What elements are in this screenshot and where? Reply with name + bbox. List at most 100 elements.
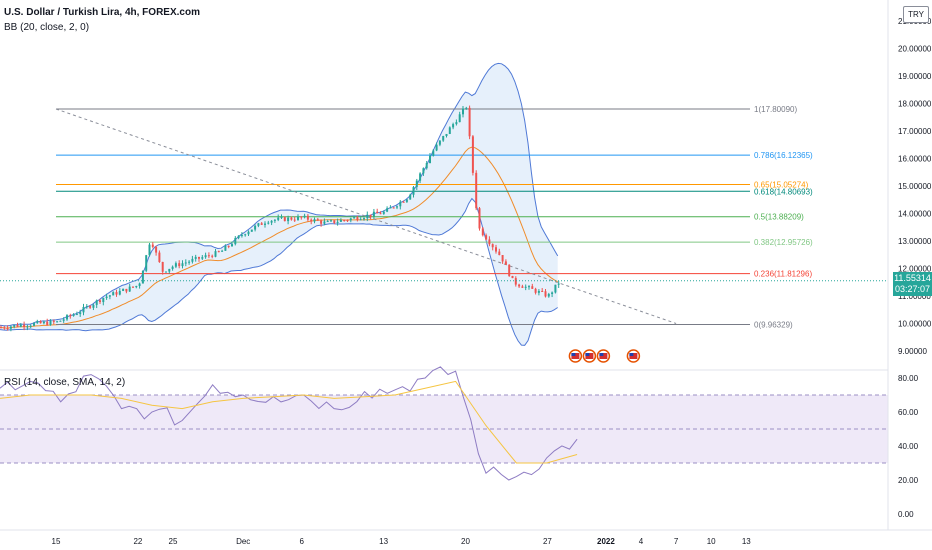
- candle-body: [99, 300, 101, 303]
- candle-body: [528, 286, 530, 288]
- candle-body: [277, 217, 280, 220]
- candle-body: [26, 326, 29, 328]
- candle-body: [452, 124, 455, 128]
- candle-body: [353, 217, 356, 219]
- candle-body: [544, 291, 547, 297]
- time-axis-tick: 7: [674, 537, 679, 546]
- candle-body: [409, 194, 412, 200]
- trend-line-segment: [55, 108, 677, 324]
- candle-body: [122, 288, 125, 291]
- candle-body: [132, 286, 134, 288]
- fib-level-label: 0(9.96329): [754, 321, 793, 330]
- candle-body: [326, 221, 329, 223]
- candle-body: [13, 325, 16, 327]
- rsi-line: [0, 366, 578, 481]
- candle-body: [79, 312, 82, 315]
- candle-body: [118, 290, 121, 295]
- candle-body: [46, 321, 49, 325]
- rsi-axis-tick: 60.00: [898, 408, 919, 417]
- candle-body: [105, 296, 108, 298]
- candle-body: [151, 244, 154, 247]
- candle-body: [508, 264, 511, 276]
- bb-indicator-label[interactable]: BB (20, close, 2, 0): [4, 22, 90, 33]
- candle-body: [244, 234, 247, 236]
- candle-body: [287, 217, 290, 222]
- candle-body: [396, 206, 398, 208]
- candle-body: [66, 315, 68, 320]
- candle-body: [171, 266, 174, 269]
- us-flag-event-icon: [582, 349, 597, 363]
- time-axis-tick: 25: [169, 537, 178, 546]
- candle-body: [36, 321, 39, 324]
- candle-body: [264, 223, 266, 225]
- candle-body: [62, 319, 65, 321]
- candle-body: [92, 304, 95, 308]
- candle-body: [534, 288, 537, 293]
- candle-body: [336, 221, 339, 223]
- candle-body: [267, 222, 270, 224]
- candle-body: [521, 286, 524, 288]
- candle-body: [310, 219, 313, 222]
- candle-body: [422, 168, 425, 174]
- time-axis-tick: 10: [707, 537, 716, 546]
- candle-body: [224, 245, 227, 251]
- candle-body: [89, 306, 92, 308]
- candle-body: [191, 258, 194, 262]
- candle-body: [356, 217, 359, 220]
- us-flag-event-icon: [596, 349, 611, 363]
- flag-canton: [571, 353, 576, 356]
- candle-body: [188, 261, 191, 263]
- candle-body: [514, 278, 517, 285]
- candle-body: [254, 225, 257, 230]
- candle-body: [551, 292, 554, 295]
- candle-body: [366, 214, 369, 219]
- candle-body: [435, 144, 438, 151]
- candle-body: [346, 220, 349, 222]
- candle-body: [260, 223, 263, 225]
- price-axis-tick: 15.00000: [898, 182, 932, 191]
- price-axis-tick: 12.00000: [898, 265, 932, 274]
- candle-body: [369, 214, 372, 217]
- fib-level-label: 0.618(14.80693): [754, 187, 813, 196]
- candle-body: [250, 229, 253, 232]
- bb-fill: [0, 63, 558, 346]
- candle-body: [95, 300, 98, 305]
- bb-basis: [0, 146, 558, 329]
- candle-body: [339, 219, 342, 222]
- candle-body: [234, 238, 237, 245]
- candle-body: [184, 262, 187, 264]
- time-axis-tick: 20: [461, 537, 470, 546]
- fib-level-label: 0.65(15.05274): [754, 181, 809, 190]
- price-axis-tick: 10.00000: [898, 320, 932, 329]
- currency-button[interactable]: TRY: [903, 6, 929, 23]
- fib-level-label: 1(17.80090): [754, 105, 797, 114]
- rsi-indicator-label[interactable]: RSI (14, close, SMA, 14, 2): [4, 377, 126, 388]
- candle-body: [194, 256, 197, 259]
- candle-body: [0, 327, 2, 329]
- candle-body: [23, 324, 26, 327]
- candle-body: [204, 255, 207, 258]
- candle-body: [42, 321, 45, 324]
- candle-body: [102, 297, 105, 303]
- candle-body: [198, 256, 200, 259]
- time-axis-tick: 13: [742, 537, 751, 546]
- candle-body: [290, 217, 293, 220]
- candle-body: [19, 324, 22, 327]
- candle-body: [415, 180, 418, 188]
- candle-body: [247, 231, 250, 235]
- candle-body: [547, 294, 550, 297]
- us-flag-event-icon: [626, 349, 641, 363]
- candle-body: [524, 286, 527, 288]
- candle-body: [201, 257, 204, 259]
- fibonacci-retracement: 1(17.80090) 0.786(16.12365) 0.65(15.05274)…: [56, 105, 813, 330]
- candle-body: [376, 211, 379, 214]
- price-axis-tick: 20.00000: [898, 45, 932, 54]
- candle-body: [363, 218, 365, 220]
- us-flag-event-icon: [568, 349, 583, 363]
- candle-body: [257, 223, 260, 226]
- candle-body: [227, 245, 230, 247]
- candle-body: [75, 314, 78, 316]
- candle-body: [343, 219, 346, 221]
- candle-body: [273, 219, 276, 221]
